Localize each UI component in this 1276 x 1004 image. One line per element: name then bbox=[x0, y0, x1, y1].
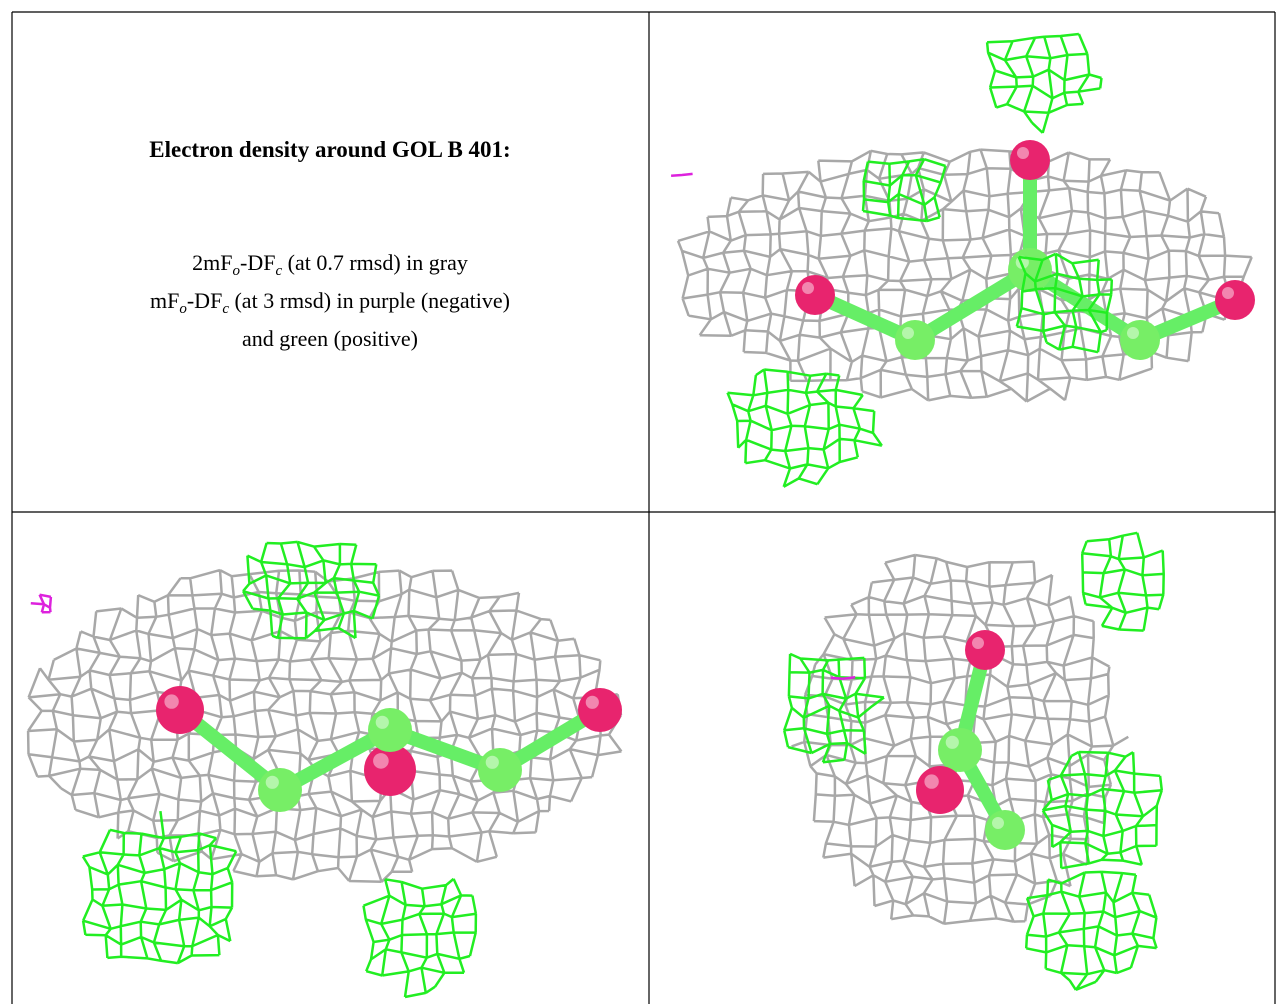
density-images bbox=[26, 32, 1255, 999]
atom bbox=[368, 708, 412, 752]
density-mesh bbox=[1015, 252, 1114, 354]
atom bbox=[1010, 140, 1050, 180]
atom bbox=[156, 686, 204, 734]
atom bbox=[985, 810, 1025, 850]
atom-highlight bbox=[945, 735, 959, 749]
atom-highlight bbox=[585, 695, 599, 709]
atom-highlight bbox=[1127, 327, 1139, 339]
subscript: c bbox=[275, 263, 282, 279]
atom-highlight bbox=[373, 753, 389, 769]
atom bbox=[478, 748, 522, 792]
atom bbox=[965, 630, 1005, 670]
atom-highlight bbox=[485, 755, 499, 769]
density-mesh bbox=[830, 675, 856, 680]
density-mesh bbox=[726, 368, 883, 488]
subscript: c bbox=[222, 301, 229, 317]
text-run: 2mF bbox=[192, 250, 232, 275]
atom bbox=[578, 688, 622, 732]
density-mesh bbox=[671, 172, 693, 177]
density-mesh bbox=[861, 157, 947, 223]
subscript: o bbox=[179, 301, 187, 317]
subscript: o bbox=[233, 263, 241, 279]
atom-highlight bbox=[375, 715, 389, 729]
bond bbox=[908, 263, 1037, 347]
atom-highlight bbox=[164, 694, 179, 709]
atom-highlight bbox=[1017, 147, 1029, 159]
density-mesh bbox=[242, 540, 381, 640]
text-run: -DF bbox=[240, 250, 275, 275]
atom-highlight bbox=[992, 817, 1004, 829]
atom-highlight bbox=[1222, 287, 1234, 299]
density-mesh bbox=[782, 652, 885, 764]
atom bbox=[1008, 248, 1052, 292]
atom bbox=[364, 744, 416, 796]
atom-highlight bbox=[972, 637, 984, 649]
text-run: -DF bbox=[187, 288, 222, 313]
atom bbox=[795, 275, 835, 315]
density-mesh bbox=[985, 32, 1103, 134]
density-mesh bbox=[30, 593, 53, 614]
density-mesh bbox=[81, 810, 238, 965]
title: Electron density around GOL B 401: bbox=[149, 137, 510, 162]
density-mesh bbox=[1041, 750, 1164, 870]
text-run: mF bbox=[150, 288, 179, 313]
atom-highlight bbox=[265, 775, 279, 789]
text-run: and green (positive) bbox=[242, 326, 418, 351]
atom bbox=[258, 768, 302, 812]
density-mesh bbox=[1080, 531, 1165, 632]
atom-highlight bbox=[924, 774, 939, 789]
legend-line: and green (positive) bbox=[242, 326, 418, 351]
table-borders bbox=[11, 11, 1276, 1004]
atom bbox=[916, 766, 964, 814]
atom bbox=[1215, 280, 1255, 320]
text-run: (at 0.7 rmsd) in gray bbox=[282, 250, 468, 275]
density-mesh bbox=[26, 568, 623, 884]
atom-highlight bbox=[902, 327, 914, 339]
text-run: (at 3 rmsd) in purple (negative) bbox=[229, 288, 510, 313]
density-mesh bbox=[362, 877, 478, 999]
density-mesh bbox=[1024, 870, 1158, 992]
atom bbox=[895, 320, 935, 360]
legend-line: 2mFo-DFc (at 0.7 rmsd) in gray bbox=[192, 250, 468, 279]
atom bbox=[1120, 320, 1160, 360]
density-mesh bbox=[676, 148, 1253, 403]
atom-highlight bbox=[802, 282, 814, 294]
legend-line: mFo-DFc (at 3 rmsd) in purple (negative) bbox=[150, 288, 510, 317]
atom bbox=[938, 728, 982, 772]
